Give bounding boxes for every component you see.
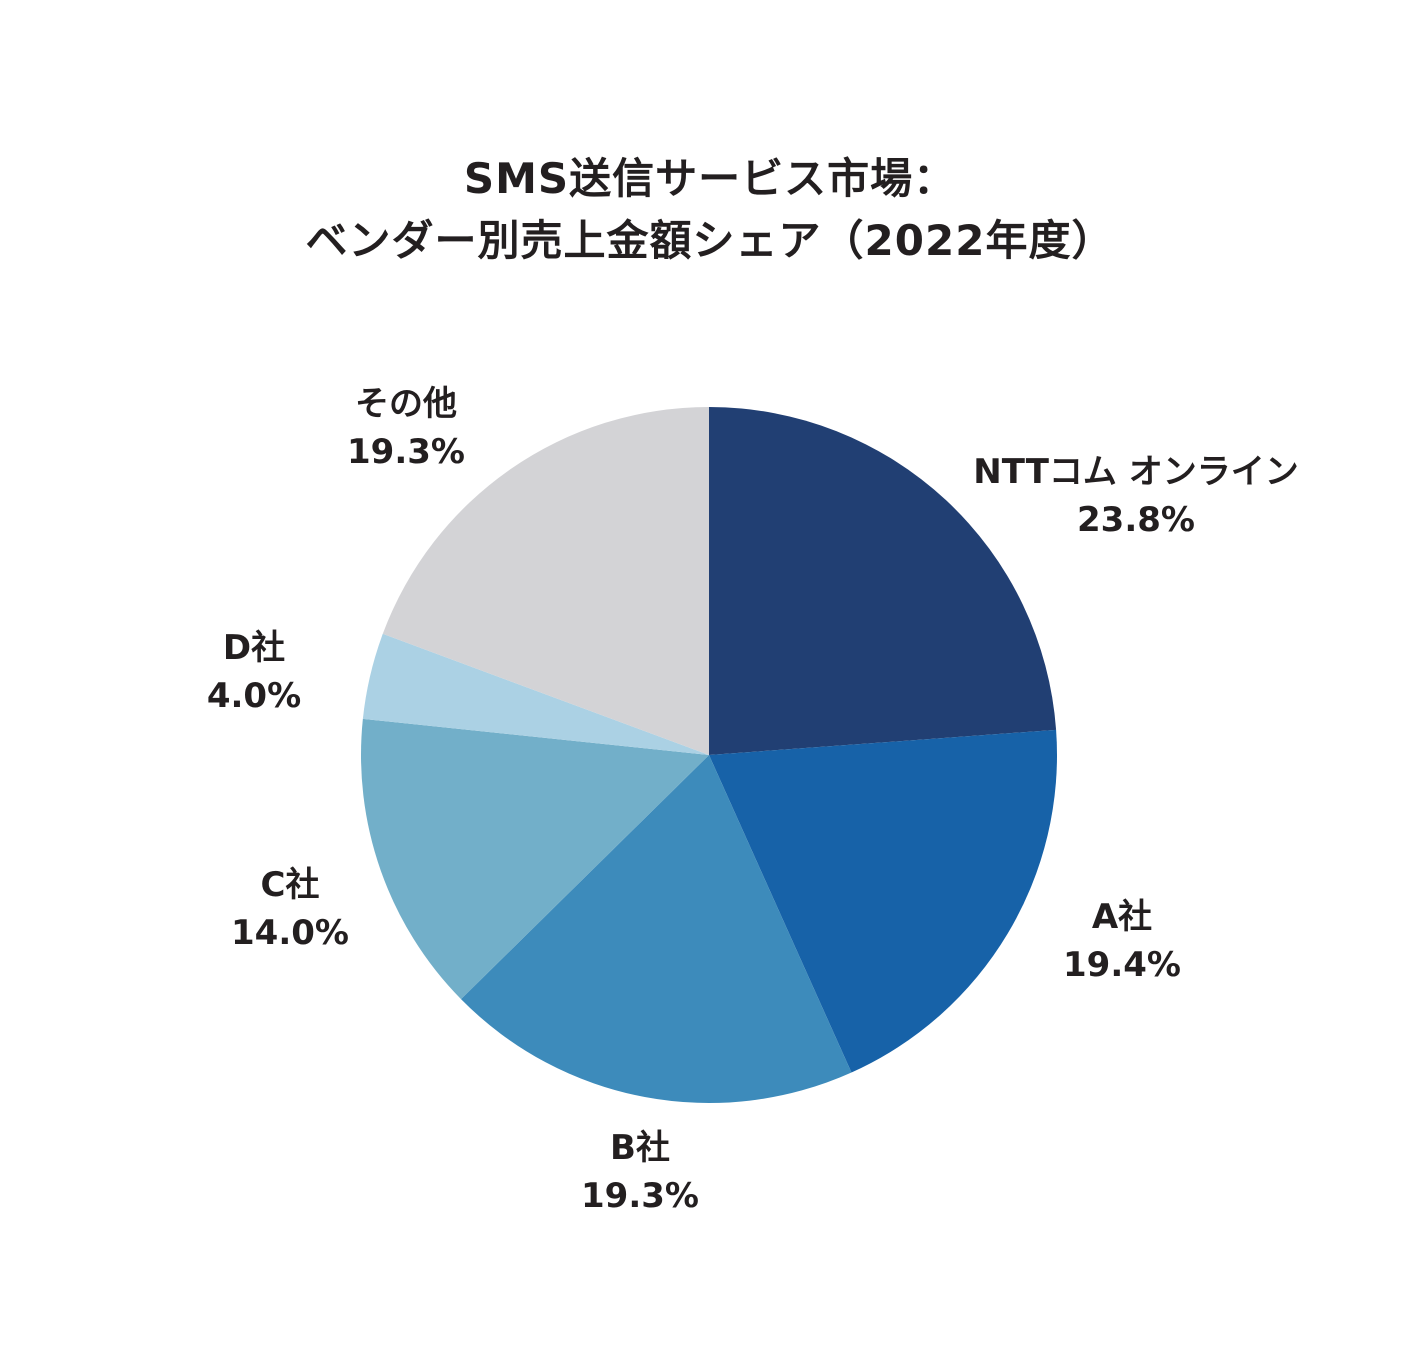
label-name: その他 [355, 384, 457, 424]
pie-slice [361, 718, 709, 1000]
label-name: A社 [1091, 897, 1153, 937]
label-ntt-com-online: NTTコム オンライン 23.8% [973, 448, 1298, 544]
label-value: 19.3% [347, 432, 465, 472]
chart-title: SMS送信サービス市場： ベンダー別売上金額シェア（2022年度） [0, 148, 1420, 272]
label-name: D社 [222, 628, 286, 668]
label-c-sha: C社 14.0% [231, 861, 349, 957]
label-name: NTTコム オンライン [973, 452, 1299, 492]
label-value: 19.4% [1063, 945, 1181, 985]
pie-slice [461, 755, 852, 1104]
pie-slice [382, 407, 709, 755]
label-value: 14.0% [231, 913, 349, 953]
chart-title-line1: SMS送信サービス市場： [463, 154, 957, 203]
label-name: C社 [260, 865, 320, 905]
label-name: B社 [610, 1128, 670, 1168]
pie-slice [709, 729, 1058, 1073]
pie-slice [709, 406, 1057, 755]
chart-title-line2: ベンダー別売上金額シェア（2022年度） [305, 216, 1115, 265]
label-value: 4.0% [206, 676, 302, 716]
label-b-sha: B社 19.3% [581, 1124, 699, 1220]
label-d-sha: D社 4.0% [207, 624, 301, 720]
label-value: 19.3% [581, 1176, 699, 1216]
label-value: 23.8% [1077, 500, 1195, 540]
label-sonota: その他 19.3% [347, 380, 465, 476]
pie-slice [362, 633, 709, 755]
label-a-sha: A社 19.4% [1063, 893, 1181, 989]
